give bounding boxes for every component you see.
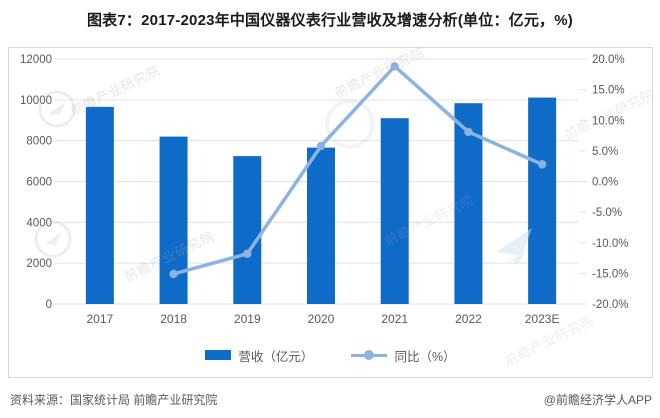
right-axis-tick-label: -10.0% (592, 238, 628, 250)
left-axis-tick-label: 10000 (20, 95, 52, 107)
revenue-bar-2023E (528, 97, 557, 305)
x-axis-label: 2022 (455, 312, 482, 326)
page-title: 图表7：2017-2023年中国仪器仪表行业营收及增速分析(单位：亿元，%) (86, 12, 573, 29)
left-axis-tick-label: 2000 (26, 258, 52, 270)
right-axis-tick-label: 0.0% (592, 177, 618, 189)
revenue-bar-2017 (85, 106, 114, 305)
left-axis-tick-label: 8000 (26, 136, 52, 148)
legend-item-growth: 同比（%） (351, 346, 456, 365)
growth-swatch-icon (351, 350, 388, 360)
left-axis-tick-label: 6000 (26, 177, 52, 189)
left-axis-tick-label: 12000 (20, 54, 52, 66)
growth-line-marker-2023E (537, 160, 547, 169)
x-axis-label: 2017 (87, 312, 114, 326)
x-axis-label: 2018 (160, 312, 187, 326)
right-axis-tick-label: -20.0% (592, 299, 628, 311)
x-axis-label: 2020 (308, 312, 335, 326)
chart-svg: 12000 10000 8000 6000 4000 2000 0 20.0% 15.0% 10.… (20, 54, 628, 326)
right-axis-tick-label: 20.0% (592, 54, 625, 66)
growth-line-marker-2021 (390, 62, 399, 71)
legend-revenue-label: 营收（亿元） (238, 349, 314, 364)
right-axis-tick-label: 10.0% (592, 115, 625, 127)
growth-line-marker-2020 (316, 141, 326, 151)
revenue-bar-2020 (307, 147, 335, 304)
right-axis-tick-label: 15.0% (592, 85, 625, 97)
right-axis-tick-label: -5.0% (592, 207, 622, 219)
growth-line (171, 64, 544, 276)
right-axis-tick-label: 5.0% (592, 146, 618, 158)
revenue-swatch-icon (205, 350, 232, 360)
growth-line-marker-2018 (169, 269, 178, 279)
chart-legend: 营收（亿元） 同比（%） (9, 344, 652, 366)
revenue-bar-2018 (159, 136, 188, 304)
growth-line-marker-2019 (243, 249, 252, 258)
right-axis-tick-label: -15.0% (592, 268, 628, 280)
app-credit: @前瞻经济学人APP (543, 393, 652, 407)
left-axis-tick-label: 0 (46, 299, 52, 311)
x-axis-label: 2019 (234, 312, 261, 326)
legend-item-revenue: 营收（亿元） (205, 346, 313, 365)
revenue-bar-2019 (233, 156, 262, 304)
revenue-bar-2021 (380, 118, 409, 304)
x-axis-label: 2023E (525, 312, 560, 326)
growth-line-marker-2022 (464, 127, 473, 137)
left-axis-tick-label: 4000 (26, 217, 52, 229)
legend-growth-label: 同比（%） (394, 349, 456, 364)
chart-panel: 12000 10000 8000 6000 4000 2000 0 20.0% 15.0% 10.… (8, 47, 653, 378)
source-note: 资料来源：国家统计局 前瞻产业研究院 (10, 393, 218, 407)
x-axis-label: 2021 (381, 312, 408, 326)
